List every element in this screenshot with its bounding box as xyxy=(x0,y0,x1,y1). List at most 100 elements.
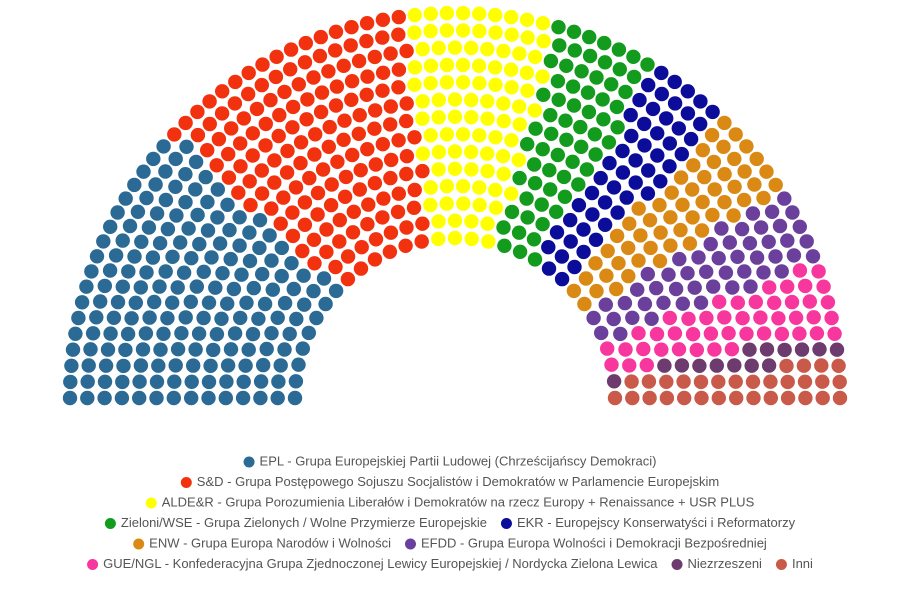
seat xyxy=(62,390,78,406)
seat xyxy=(598,297,613,312)
seat xyxy=(89,310,104,325)
seat xyxy=(359,16,375,31)
seat xyxy=(558,113,573,128)
seat xyxy=(798,278,813,294)
legend-item: Zieloni/WSE - Grupa Zielonych / Wolne Pr… xyxy=(104,515,487,530)
seat xyxy=(711,251,726,266)
party-seats xyxy=(407,5,551,249)
seat xyxy=(106,310,122,325)
seat xyxy=(204,250,219,265)
seat xyxy=(824,310,839,326)
seat xyxy=(318,296,333,312)
seat xyxy=(796,358,812,373)
seat xyxy=(626,49,641,64)
seat xyxy=(415,163,430,179)
seat xyxy=(571,198,587,213)
seat xyxy=(480,94,495,109)
seat xyxy=(680,106,696,121)
seat xyxy=(599,268,614,283)
seat xyxy=(471,58,487,73)
seat xyxy=(584,185,600,201)
seat xyxy=(375,137,390,152)
seat xyxy=(792,263,808,278)
seat xyxy=(455,179,471,194)
seat xyxy=(134,234,149,249)
seat xyxy=(189,279,204,294)
seat xyxy=(654,65,669,81)
seat xyxy=(136,164,151,179)
seat xyxy=(291,77,306,92)
seat xyxy=(771,311,786,326)
seat xyxy=(351,126,366,141)
seat xyxy=(699,264,714,279)
seat xyxy=(767,295,782,310)
seat xyxy=(606,180,622,195)
seat xyxy=(263,92,278,108)
party-seats xyxy=(607,358,848,406)
seat xyxy=(375,210,390,225)
seat xyxy=(464,110,479,125)
seat xyxy=(219,374,234,389)
seat xyxy=(299,112,314,127)
seat xyxy=(273,358,288,373)
seat xyxy=(504,133,519,148)
seat xyxy=(495,149,511,164)
party-seats xyxy=(496,20,655,267)
seat xyxy=(241,342,256,357)
seat xyxy=(170,342,186,357)
seat xyxy=(759,164,774,179)
seat xyxy=(284,256,299,271)
seat xyxy=(245,148,260,163)
seat xyxy=(772,218,788,234)
seat xyxy=(203,358,218,373)
seat xyxy=(316,271,332,286)
seat xyxy=(71,310,86,326)
seat xyxy=(110,205,125,220)
seat xyxy=(289,311,304,327)
legend-swatch xyxy=(775,559,787,570)
seat xyxy=(258,138,273,153)
seat xyxy=(674,358,690,373)
seat xyxy=(520,30,535,45)
legend-label: Zieloni/WSE - Grupa Zielonych / Wolne Pr… xyxy=(121,515,487,530)
seat xyxy=(391,133,406,148)
seat xyxy=(654,86,669,102)
seat xyxy=(127,177,142,193)
seat xyxy=(472,128,487,143)
seat xyxy=(693,116,708,132)
seat xyxy=(399,220,414,235)
seat xyxy=(717,115,732,131)
seat xyxy=(756,265,771,280)
seat xyxy=(641,77,656,93)
legend-label: S&D - Grupa Postępowego Sojuszu Socjalis… xyxy=(197,474,719,489)
seat xyxy=(138,326,154,341)
seat xyxy=(241,65,256,81)
seat xyxy=(447,161,463,176)
seat xyxy=(246,280,261,296)
seat xyxy=(265,282,280,297)
seat xyxy=(488,25,503,40)
seat xyxy=(228,74,243,90)
seat xyxy=(360,142,375,157)
seat xyxy=(611,256,626,271)
seat xyxy=(415,94,430,109)
seat xyxy=(352,108,367,123)
seat xyxy=(210,210,225,225)
legend-swatch xyxy=(671,559,683,570)
seat xyxy=(574,64,589,79)
seat xyxy=(251,311,266,326)
legend-item: GUE/NGL - Konfederacyjna Grupa Zjednoczo… xyxy=(87,556,658,571)
seat xyxy=(258,116,273,132)
seat xyxy=(273,216,288,231)
seat xyxy=(567,259,582,275)
seat xyxy=(527,176,543,191)
seat xyxy=(321,64,336,79)
seat xyxy=(151,358,166,373)
seat xyxy=(582,48,598,64)
seat xyxy=(504,204,520,220)
seat xyxy=(337,113,352,128)
seat xyxy=(512,244,528,259)
seat xyxy=(190,104,205,120)
seat xyxy=(780,374,795,390)
